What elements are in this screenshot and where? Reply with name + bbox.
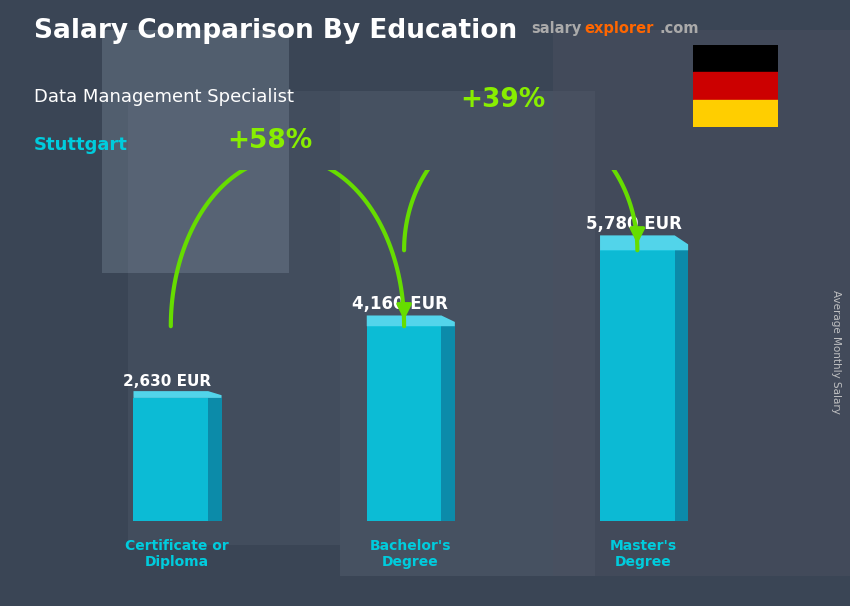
Text: salary: salary [531, 21, 581, 36]
Polygon shape [133, 391, 222, 398]
Bar [133, 398, 208, 521]
Bar [552, 30, 850, 576]
Text: Average Monthly Salary: Average Monthly Salary [830, 290, 841, 413]
Bar [693, 73, 778, 100]
Text: Stuttgart: Stuttgart [34, 136, 127, 155]
Bar [128, 91, 340, 545]
Text: explorer: explorer [584, 21, 654, 36]
Bar [600, 250, 675, 521]
Text: Salary Comparison By Education: Salary Comparison By Education [34, 18, 517, 44]
Bar [208, 398, 222, 521]
Bar [675, 250, 688, 521]
Bar [693, 100, 778, 127]
Text: Certificate or
Diploma: Certificate or Diploma [125, 539, 229, 569]
Bar [102, 30, 289, 273]
Polygon shape [366, 316, 455, 326]
Bar [340, 91, 595, 576]
Text: +58%: +58% [227, 128, 313, 154]
Bar [693, 45, 778, 73]
Text: 4,160 EUR: 4,160 EUR [353, 295, 448, 313]
Polygon shape [600, 235, 689, 250]
Text: Bachelor's
Degree: Bachelor's Degree [369, 539, 450, 569]
Text: .com: .com [660, 21, 699, 36]
Text: 5,780 EUR: 5,780 EUR [586, 216, 682, 233]
Text: 2,630 EUR: 2,630 EUR [123, 374, 211, 389]
Bar [366, 326, 441, 521]
Text: +39%: +39% [461, 87, 546, 113]
Text: Master's
Degree: Master's Degree [609, 539, 677, 569]
Bar [441, 326, 455, 521]
Text: Data Management Specialist: Data Management Specialist [34, 88, 294, 106]
